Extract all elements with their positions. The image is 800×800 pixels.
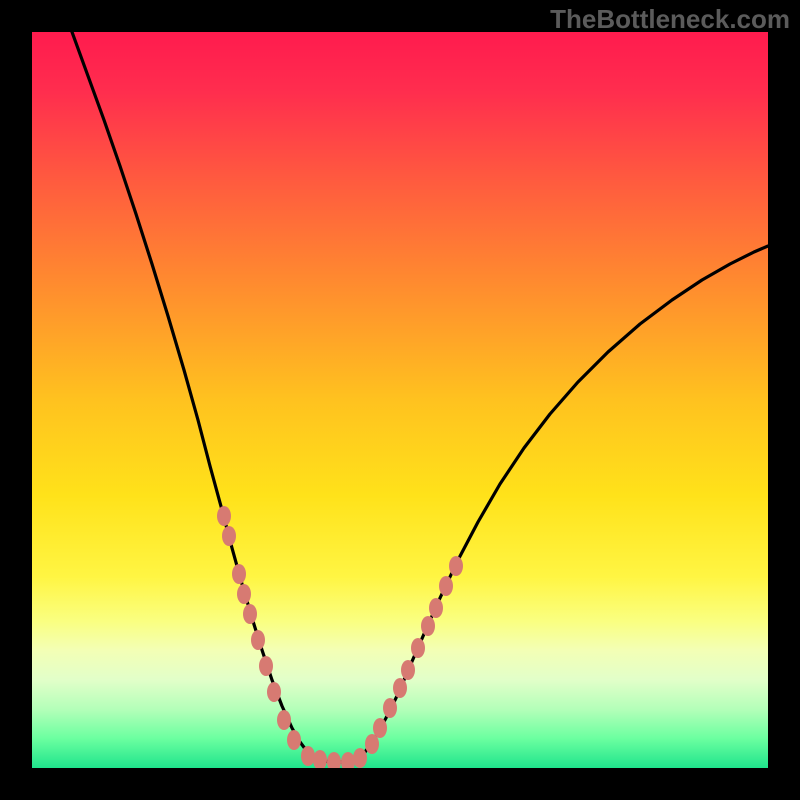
marker-left [251, 630, 265, 650]
marker-right [421, 616, 435, 636]
marker-left [259, 656, 273, 676]
marker-left [287, 730, 301, 750]
watermark-text: TheBottleneck.com [550, 4, 790, 35]
marker-right [383, 698, 397, 718]
marker-right [401, 660, 415, 680]
marker-right [439, 576, 453, 596]
marker-left [222, 526, 236, 546]
marker-left [217, 506, 231, 526]
marker-left [267, 682, 281, 702]
marker-left [232, 564, 246, 584]
marker-right [365, 734, 379, 754]
chart-canvas [0, 0, 800, 800]
marker-valley [353, 748, 367, 768]
marker-left [237, 584, 251, 604]
marker-right [373, 718, 387, 738]
marker-right [449, 556, 463, 576]
marker-valley [301, 746, 315, 766]
marker-right [393, 678, 407, 698]
plot-background [32, 32, 768, 768]
marker-right [429, 598, 443, 618]
marker-left [277, 710, 291, 730]
marker-left [243, 604, 257, 624]
marker-valley [313, 750, 327, 770]
marker-right [411, 638, 425, 658]
